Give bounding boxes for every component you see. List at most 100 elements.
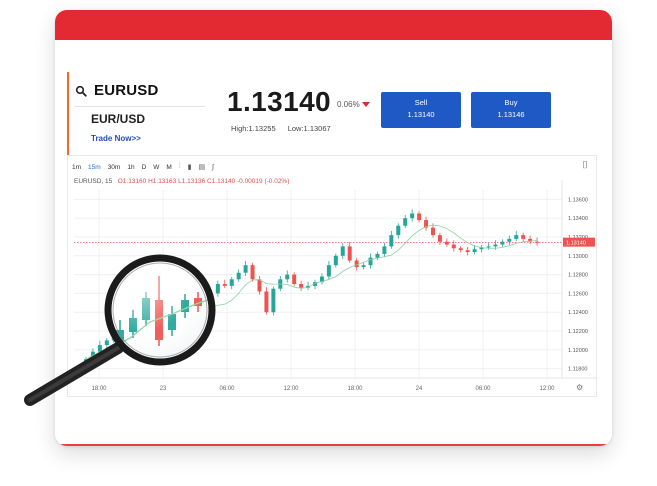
instrument-pair: EUR/USD: [91, 112, 146, 126]
candle-body: [361, 265, 366, 268]
candle-body: [493, 244, 498, 247]
timeframe-1h[interactable]: 1h: [127, 163, 135, 171]
instrument-search[interactable]: EURUSD EUR/USD Trade Now>>: [67, 72, 227, 156]
candle-body: [368, 257, 373, 266]
candle-body: [465, 250, 470, 253]
price-chart[interactable]: 1m 15m 30m 1h D W M ⫶ ▮ ▤ ∫ ⌷ EURUSD, 15…: [67, 155, 597, 397]
candle-body: [201, 312, 206, 327]
chart-plot[interactable]: 18:00 23 06:00 12:00 18:00 24 06:00 12:00 1.1360…: [68, 156, 596, 396]
candle-body: [403, 218, 408, 226]
sell-price: 1.13140: [407, 110, 435, 119]
y-tick-label: 1.12200: [568, 329, 588, 335]
chart-toolbar: 1m 15m 30m 1h D W M ⫶ ▮ ▤ ∫: [72, 163, 214, 171]
price-change: 0.06%: [337, 100, 370, 109]
candle-body: [521, 235, 526, 239]
candle-body: [97, 345, 102, 352]
candle-body: [292, 274, 297, 284]
moving-average-line: [85, 224, 538, 360]
timeframe-1m[interactable]: 1m: [72, 163, 82, 171]
candle-body: [285, 274, 290, 280]
candle-body: [535, 241, 540, 243]
x-tick-label: 23: [160, 386, 167, 392]
footer-line: [55, 444, 612, 446]
x-tick-label: 24: [416, 386, 423, 392]
candle-body: [458, 248, 463, 251]
timeframe-m[interactable]: M: [166, 163, 172, 171]
x-tick-label: 12:00: [283, 386, 299, 392]
candle-body: [243, 265, 248, 273]
candle-body: [236, 272, 241, 280]
quote-panel: 1.13140 0.06% High:1.13255 Low:1.13067: [227, 86, 370, 133]
candle-body: [507, 238, 512, 242]
candle-body: [347, 246, 352, 261]
candle-body: [354, 260, 359, 268]
y-tick-label: 1.12000: [568, 348, 588, 354]
chart-type-icon[interactable]: ▮: [187, 164, 192, 171]
candle-body: [195, 319, 200, 327]
candle-body: [181, 293, 186, 308]
candle-body: [215, 284, 220, 294]
candle-body: [208, 293, 213, 313]
candle-body: [417, 213, 422, 221]
candle-body: [250, 265, 255, 280]
candle-body: [528, 238, 533, 242]
candle-body: [389, 235, 394, 247]
timeframe-30m[interactable]: 30m: [107, 163, 121, 171]
candle-body: [340, 246, 345, 256]
timeframe-w[interactable]: W: [153, 163, 160, 171]
candle-body: [160, 312, 165, 317]
indicator-icon[interactable]: ∫: [212, 163, 214, 171]
candle-body: [313, 282, 317, 286]
candle-body: [396, 225, 401, 236]
current-price: 1.13140: [227, 86, 332, 117]
candle-body: [139, 329, 144, 333]
last-price-label: 1.13140: [566, 241, 586, 247]
candle-body: [118, 335, 123, 350]
chart-legend: EURUSD, 15 O1.13160 H1.13163 L1.13136 C1…: [74, 178, 289, 185]
x-tick-label: 12:00: [539, 386, 555, 392]
x-tick-label: 18:00: [91, 386, 107, 392]
day-low: Low:1.13067: [287, 124, 331, 133]
candle-body: [188, 307, 193, 320]
high-low: High:1.13255 Low:1.13067: [231, 124, 341, 133]
candle-body: [424, 220, 429, 228]
search-icon: [75, 85, 87, 97]
timeframe-d[interactable]: D: [141, 163, 147, 171]
search-accent-bar: [67, 72, 69, 156]
candle-type-icon[interactable]: ⫶: [178, 163, 181, 170]
y-tick-label: 1.12800: [568, 273, 588, 279]
candle-body: [430, 227, 435, 236]
bar-chart-icon[interactable]: ▤: [198, 164, 206, 171]
candle-body: [382, 246, 387, 254]
candle-body: [444, 241, 449, 245]
y-tick-label: 1.13400: [568, 216, 588, 222]
candle-body: [222, 284, 227, 286]
y-tick-label: 1.13000: [568, 254, 588, 260]
candle-body: [167, 300, 172, 317]
candle-body: [333, 255, 338, 266]
y-tick-label: 1.12400: [568, 310, 588, 316]
instrument-symbol[interactable]: EURUSD: [94, 82, 159, 99]
candle-body: [437, 235, 442, 242]
sell-button[interactable]: Sell 1.13140: [381, 92, 461, 128]
camera-icon[interactable]: ⌷: [582, 160, 588, 171]
candle-body: [319, 276, 324, 283]
candle-body: [326, 265, 331, 277]
candle-body: [146, 321, 151, 333]
candle-body: [514, 235, 519, 239]
candle-body: [104, 340, 109, 346]
price-change-value: 0.06%: [337, 100, 360, 109]
y-tick-label: 1.13600: [568, 197, 588, 203]
legend-values: O1.13160 H1.13163 L1.13136 C1.13140 -0.0…: [117, 178, 290, 185]
x-tick-label: 06:00: [219, 386, 235, 392]
y-tick-label: 1.11800: [568, 367, 587, 373]
candle-body: [132, 329, 137, 339]
timeframe-15m[interactable]: 15m: [88, 163, 101, 171]
buy-label: Buy: [504, 98, 518, 107]
candle-body: [299, 284, 304, 288]
x-tick-label: 18:00: [347, 386, 363, 392]
candle-body: [410, 213, 415, 219]
buy-button[interactable]: Buy 1.13146: [471, 92, 551, 128]
trade-now-link[interactable]: Trade Now>>: [91, 134, 141, 143]
legend-symbol: EURUSD, 15: [74, 178, 113, 185]
